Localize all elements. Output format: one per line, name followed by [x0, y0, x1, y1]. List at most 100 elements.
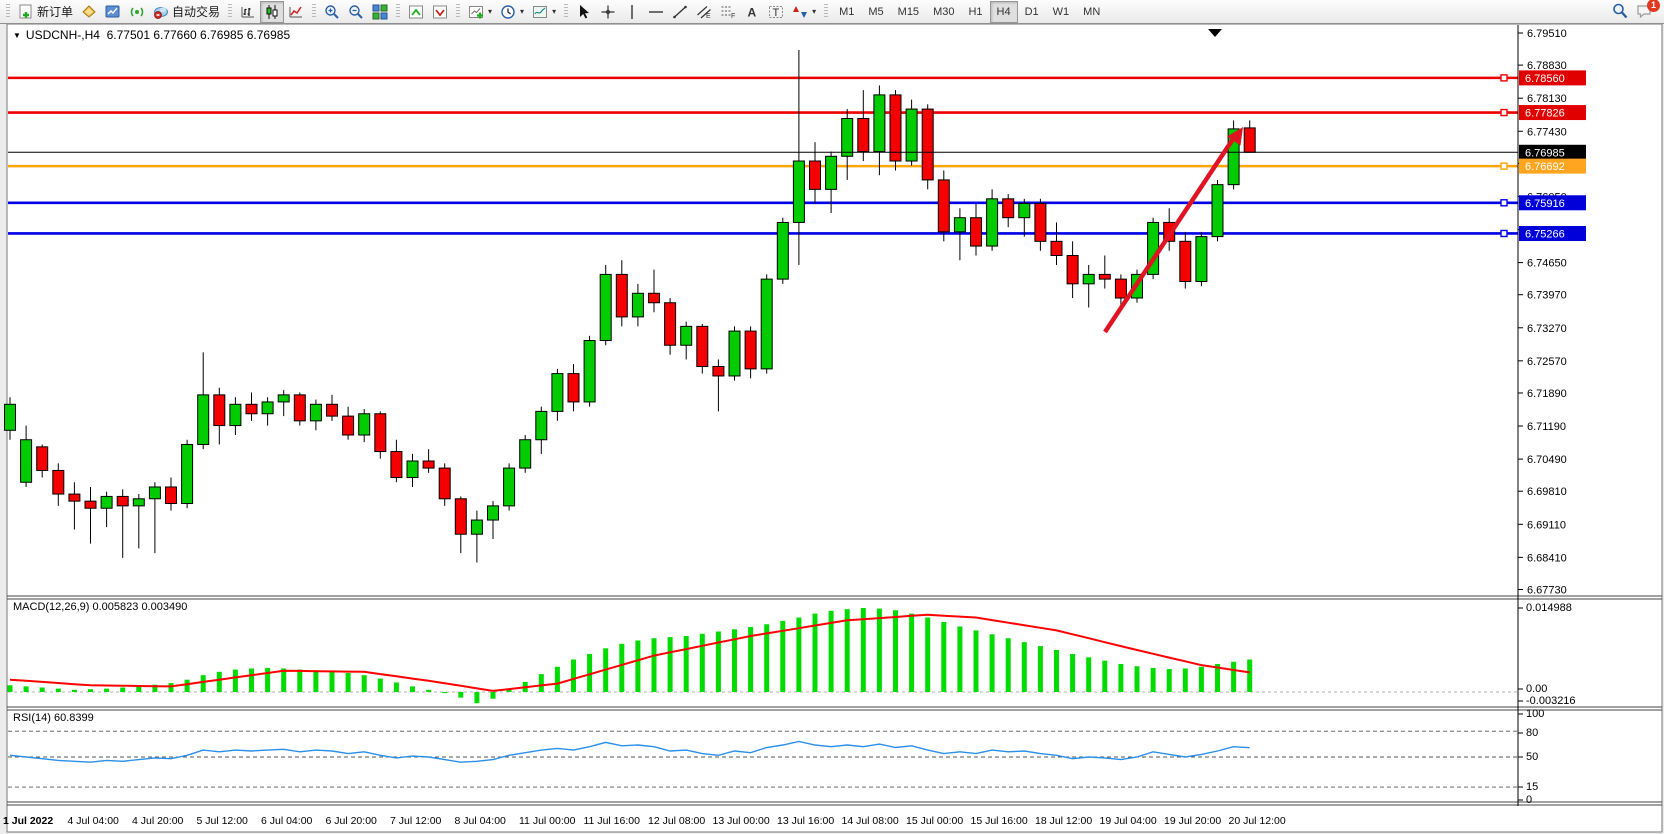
macd-bar [506, 689, 512, 692]
timeframe-w1-button[interactable]: W1 [1052, 5, 1070, 18]
macd-bar [393, 682, 399, 692]
signals-button[interactable] [125, 1, 149, 23]
horizontal-line-button[interactable] [644, 1, 668, 23]
candle-body [728, 330, 741, 377]
candle-body [664, 302, 677, 346]
candle-body [1050, 240, 1063, 257]
timeframe-h4-button[interactable]: H4 [989, 0, 1018, 23]
candle-body [792, 160, 805, 223]
line-anchor-marker[interactable] [1500, 229, 1508, 238]
tile-windows-icon [372, 4, 388, 20]
macd-bar [1118, 664, 1124, 692]
main-toolbar: 新订单 自动交易 ▾ ▾ ▾ E F A T ▾ M1 M5 M15 M30 H1 H4 D1 W1 MN 1 [0, 0, 1664, 24]
macd-histogram [7, 608, 1253, 704]
arrows-button[interactable]: ▾ [788, 1, 820, 23]
price-badge-label: 6.78560 [1525, 73, 1565, 85]
market-watch-button[interactable] [101, 1, 125, 23]
candle-body [776, 221, 789, 280]
macd-bar [571, 659, 576, 692]
line-chart-button[interactable] [284, 1, 308, 23]
trend-arrow-head[interactable] [1227, 127, 1243, 146]
zoom-in-button[interactable] [320, 1, 344, 23]
fibonacci-button[interactable]: F [716, 1, 740, 23]
macd-bar [844, 609, 850, 692]
auto-trading-icon [153, 4, 169, 20]
toolbar-grip [396, 4, 401, 19]
price-tick-label: 6.78130 [1527, 93, 1567, 105]
indicator-window-up-button[interactable] [404, 1, 428, 23]
timeframe-m15-button[interactable]: M15 [897, 5, 920, 18]
macd-bar [909, 613, 915, 692]
chat-button[interactable]: 1 [1636, 0, 1660, 21]
macd-bar [55, 688, 61, 692]
cursor-button[interactable] [572, 1, 596, 23]
macd-bar [941, 622, 947, 692]
indicator-window-up-icon [408, 4, 424, 20]
time-axis-label: 13 Jul 16:00 [777, 815, 834, 827]
toolbar-right: 1 [1612, 0, 1664, 21]
candle-body [261, 401, 274, 415]
dropdown-caret-icon[interactable]: ▾ [552, 7, 557, 16]
macd-bar [989, 634, 995, 692]
bar-chart-button[interactable] [236, 1, 260, 23]
macd-bar [748, 627, 754, 692]
text-label-button[interactable]: T [764, 1, 788, 23]
macd-bar [1070, 653, 1076, 692]
price-tick-label: 6.77430 [1527, 126, 1567, 138]
macd-bar [361, 675, 367, 692]
candle-body [1034, 203, 1047, 242]
line-anchor-marker[interactable] [1500, 74, 1508, 82]
timeframe-m30-button[interactable]: M30 [933, 5, 955, 18]
macd-bar [410, 686, 415, 692]
macd-bar [458, 692, 464, 698]
search-button[interactable] [1612, 3, 1630, 21]
dropdown-caret-icon[interactable]: ▾ [812, 7, 817, 16]
timeframe-d1-button[interactable]: D1 [1024, 5, 1039, 18]
timeframe-m1-button[interactable]: M1 [839, 5, 855, 18]
new-order-button[interactable]: 新订单 [14, 1, 77, 23]
dropdown-caret-icon[interactable]: ▾ [488, 7, 493, 16]
time-axis-label: 7 Jul 12:00 [390, 815, 442, 827]
symbol-dropdown-icon[interactable]: ▼ [13, 31, 21, 40]
price-badge-label: 6.76692 [1525, 161, 1565, 173]
line-anchor-marker[interactable] [1500, 162, 1508, 170]
gold-chart-button[interactable] [77, 1, 101, 23]
macd-bar [136, 686, 142, 692]
line-anchor-marker[interactable] [1500, 199, 1508, 207]
crosshair-button[interactable] [596, 1, 620, 23]
candle-body [615, 273, 628, 318]
price-tick-label: 6.69110 [1527, 519, 1566, 531]
indicator-window-down-button[interactable] [428, 1, 452, 23]
candle-body [503, 467, 516, 507]
vertical-line-button[interactable] [620, 1, 644, 23]
toolbar-grip [824, 4, 829, 19]
chart-shift-marker-icon[interactable] [1208, 29, 1222, 37]
timeframe-m5-button[interactable]: M5 [868, 5, 884, 18]
zoom-out-button[interactable] [344, 1, 368, 23]
candle-body [905, 108, 918, 162]
macd-bar [265, 667, 271, 692]
candle-body [326, 403, 338, 417]
equidistant-channel-button[interactable]: E [692, 1, 716, 23]
timeframe-h1-button[interactable]: H1 [968, 5, 983, 18]
macd-bar [957, 626, 963, 692]
template-button[interactable]: ▾ [528, 1, 560, 23]
period-button[interactable]: ▾ [496, 1, 528, 23]
line-anchor-marker[interactable] [1500, 108, 1508, 117]
candle-body [406, 460, 419, 479]
macd-bar [1086, 657, 1092, 692]
dropdown-caret-icon[interactable]: ▾ [520, 7, 525, 16]
candle-body [873, 94, 886, 153]
candlestick-chart-button[interactable] [260, 0, 285, 23]
macd-bar [925, 617, 931, 692]
tile-windows-button[interactable] [368, 1, 392, 23]
add-indicator-button[interactable]: ▾ [464, 1, 496, 23]
trend-line-button[interactable] [668, 1, 692, 23]
auto-trading-button[interactable]: 自动交易 [149, 1, 224, 23]
price-badge-label: 6.75266 [1525, 228, 1565, 240]
text-button[interactable]: A [740, 1, 764, 23]
trend-arrow-line[interactable] [1103, 137, 1235, 334]
timeframe-mn-button[interactable]: MN [1083, 5, 1101, 18]
price-tick-label: 6.71190 [1527, 421, 1566, 433]
